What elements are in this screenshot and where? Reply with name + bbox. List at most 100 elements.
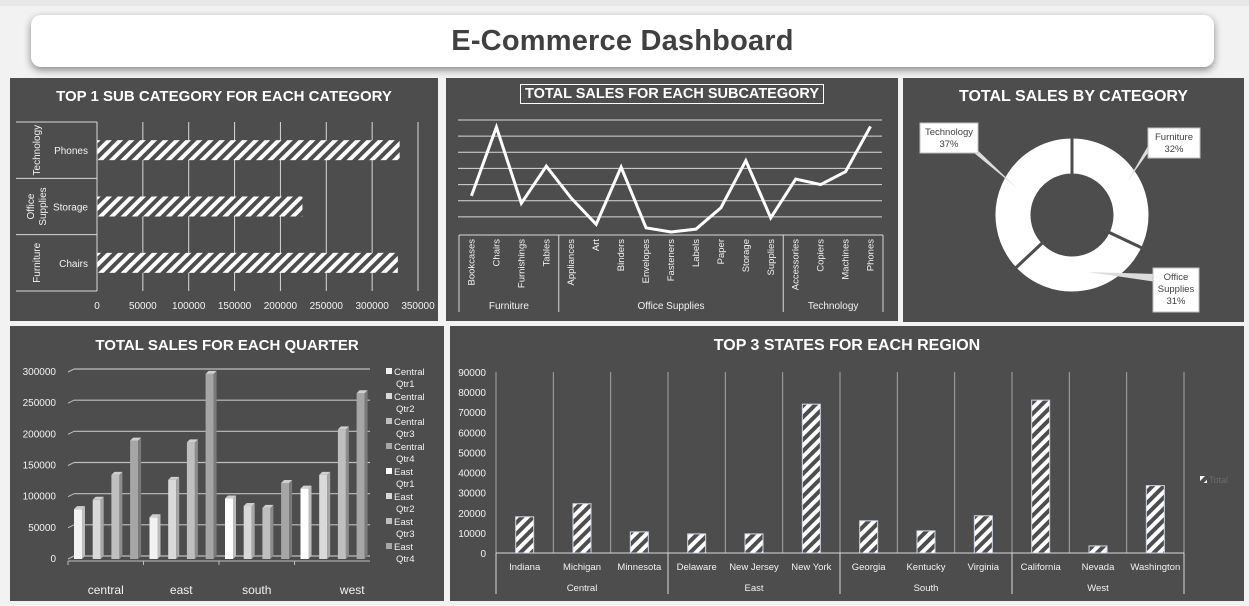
- svg-text:50000: 50000: [458, 448, 486, 459]
- svg-text:250000: 250000: [310, 301, 344, 312]
- chart-title-box: TOTAL SALES FOR EACH SUBCATEGORY: [446, 84, 898, 104]
- svg-text:80000: 80000: [458, 388, 486, 399]
- svg-text:West: West: [1087, 583, 1109, 594]
- region-states-chart[interactable]: TOP 3 STATES FOR EACH REGION 90000 80000 7…: [450, 326, 1244, 601]
- svg-text:300000: 300000: [355, 301, 389, 312]
- svg-text:Virginia: Virginia: [968, 562, 1000, 573]
- svg-text:Qtr1: Qtr1: [396, 379, 414, 390]
- svg-text:California: California: [1021, 562, 1062, 573]
- svg-text:100000: 100000: [172, 301, 206, 312]
- svg-text:Furniture: Furniture: [1155, 132, 1193, 143]
- svg-text:Envelopes: Envelopes: [641, 239, 652, 284]
- quarter-sales-plot: 300000 250000 200000 150000 100000 50000 0 cent…: [23, 367, 425, 597]
- svg-text:0: 0: [94, 301, 100, 312]
- svg-text:Labels: Labels: [691, 239, 702, 267]
- svg-text:Qtr1: Qtr1: [396, 479, 414, 490]
- svg-text:Supplies: Supplies: [766, 239, 777, 276]
- svg-text:Central: Central: [394, 417, 425, 428]
- svg-text:Qtr2: Qtr2: [396, 504, 414, 515]
- chart-title: TOTAL SALES FOR EACH QUARTER: [95, 337, 359, 354]
- svg-text:150000: 150000: [218, 301, 252, 312]
- svg-text:Central: Central: [394, 367, 425, 378]
- subcategory-sales-chart[interactable]: TOTAL SALES FOR EACH SUBCATEGORY Bookcas…: [446, 78, 898, 321]
- svg-text:Phones: Phones: [54, 146, 88, 157]
- svg-text:Supplies: Supplies: [1158, 284, 1195, 295]
- svg-text:90000: 90000: [458, 368, 486, 379]
- svg-text:Furniture: Furniture: [489, 301, 529, 312]
- svg-text:Bookcases: Bookcases: [466, 239, 477, 286]
- svg-text:Accessories: Accessories: [791, 239, 802, 290]
- svg-text:30000: 30000: [458, 489, 486, 500]
- svg-text:Qtr4: Qtr4: [396, 554, 414, 565]
- svg-text:50000: 50000: [28, 523, 56, 534]
- svg-text:Michigan: Michigan: [563, 562, 601, 573]
- svg-text:Total: Total: [1209, 475, 1228, 485]
- svg-text:Qtr3: Qtr3: [396, 529, 414, 540]
- svg-text:Phones: Phones: [866, 239, 877, 271]
- svg-text:31%: 31%: [1166, 296, 1186, 307]
- svg-text:East: East: [744, 583, 763, 594]
- svg-text:east: east: [170, 583, 193, 597]
- svg-text:Central: Central: [567, 583, 598, 594]
- svg-text:Minnesota: Minnesota: [617, 562, 662, 573]
- svg-text:0: 0: [480, 549, 486, 560]
- svg-text:New Jersey: New Jersey: [729, 562, 779, 573]
- svg-text:Paper: Paper: [716, 239, 727, 264]
- svg-text:10000: 10000: [458, 529, 486, 540]
- svg-text:Qtr2: Qtr2: [396, 404, 414, 415]
- svg-text:Technology: Technology: [808, 301, 859, 312]
- svg-text:Indiana: Indiana: [509, 562, 541, 573]
- top-subcategory-chart[interactable]: TOP 1 SUB CATEGORY FOR EACH CATEGORY 0 50…: [10, 78, 438, 321]
- svg-text:Fasteners: Fasteners: [666, 239, 677, 281]
- svg-text:East: East: [394, 517, 413, 528]
- category-sales-chart[interactable]: TOTAL SALES BY CATEGORY Furniture 32% Offi…: [903, 78, 1244, 322]
- svg-text:west: west: [339, 583, 365, 597]
- svg-text:300000: 300000: [23, 367, 57, 378]
- svg-text:200000: 200000: [23, 429, 57, 440]
- quarter-sales-chart[interactable]: TOTAL SALES FOR EACH QUARTER 300000 25000…: [10, 326, 444, 601]
- svg-text:Storage: Storage: [53, 203, 88, 214]
- svg-text:Supplies: Supplies: [38, 187, 49, 225]
- svg-text:Chairs: Chairs: [491, 239, 502, 267]
- svg-text:Binders: Binders: [616, 239, 627, 271]
- chart-title: TOTAL SALES BY CATEGORY: [958, 88, 1189, 105]
- svg-text:Nevada: Nevada: [1082, 562, 1115, 573]
- svg-text:Storage: Storage: [741, 239, 752, 272]
- svg-text:Art: Art: [591, 239, 602, 252]
- top-strip: [0, 0, 1249, 6]
- svg-text:200000: 200000: [264, 301, 298, 312]
- svg-text:Office Supplies: Office Supplies: [637, 301, 704, 312]
- svg-text:70000: 70000: [458, 408, 486, 419]
- svg-text:Qtr4: Qtr4: [396, 454, 414, 465]
- svg-text:East: East: [394, 542, 413, 553]
- svg-text:Kentucky: Kentucky: [906, 562, 945, 573]
- svg-text:Central: Central: [394, 442, 425, 453]
- svg-text:Copiers: Copiers: [816, 239, 827, 272]
- svg-text:Appliances: Appliances: [566, 239, 577, 286]
- svg-text:Delaware: Delaware: [677, 562, 717, 573]
- svg-text:Washington: Washington: [1130, 562, 1180, 573]
- svg-text:Office: Office: [1164, 272, 1189, 283]
- svg-text:central: central: [88, 583, 124, 597]
- svg-text:Chairs: Chairs: [59, 259, 88, 270]
- svg-text:0: 0: [50, 554, 56, 565]
- chart-title: TOTAL SALES FOR EACH SUBCATEGORY: [519, 84, 825, 104]
- svg-text:Technology: Technology: [32, 125, 43, 176]
- svg-text:Central: Central: [394, 392, 425, 403]
- dashboard-header: E-Commerce Dashboard: [31, 15, 1214, 67]
- svg-text:Georgia: Georgia: [852, 562, 887, 573]
- svg-text:40000: 40000: [458, 469, 486, 480]
- svg-text:250000: 250000: [23, 398, 57, 409]
- chart-title: TOP 1 SUB CATEGORY FOR EACH CATEGORY: [56, 88, 392, 105]
- svg-text:50000: 50000: [129, 301, 157, 312]
- region-states-plot: 90000 80000 70000 60000 50000 40000 30000 20000…: [458, 368, 1228, 594]
- svg-text:New York: New York: [791, 562, 831, 573]
- subcategory-sales-plot: Bookcases Chairs Furnishings Tables Applianc…: [458, 119, 884, 312]
- svg-text:Qtr3: Qtr3: [396, 429, 414, 440]
- page-title: E-Commerce Dashboard: [451, 24, 794, 57]
- svg-text:South: South: [914, 583, 939, 594]
- chart-title: TOP 3 STATES FOR EACH REGION: [713, 337, 981, 354]
- svg-text:60000: 60000: [458, 428, 486, 439]
- svg-text:Furnishings: Furnishings: [516, 239, 527, 288]
